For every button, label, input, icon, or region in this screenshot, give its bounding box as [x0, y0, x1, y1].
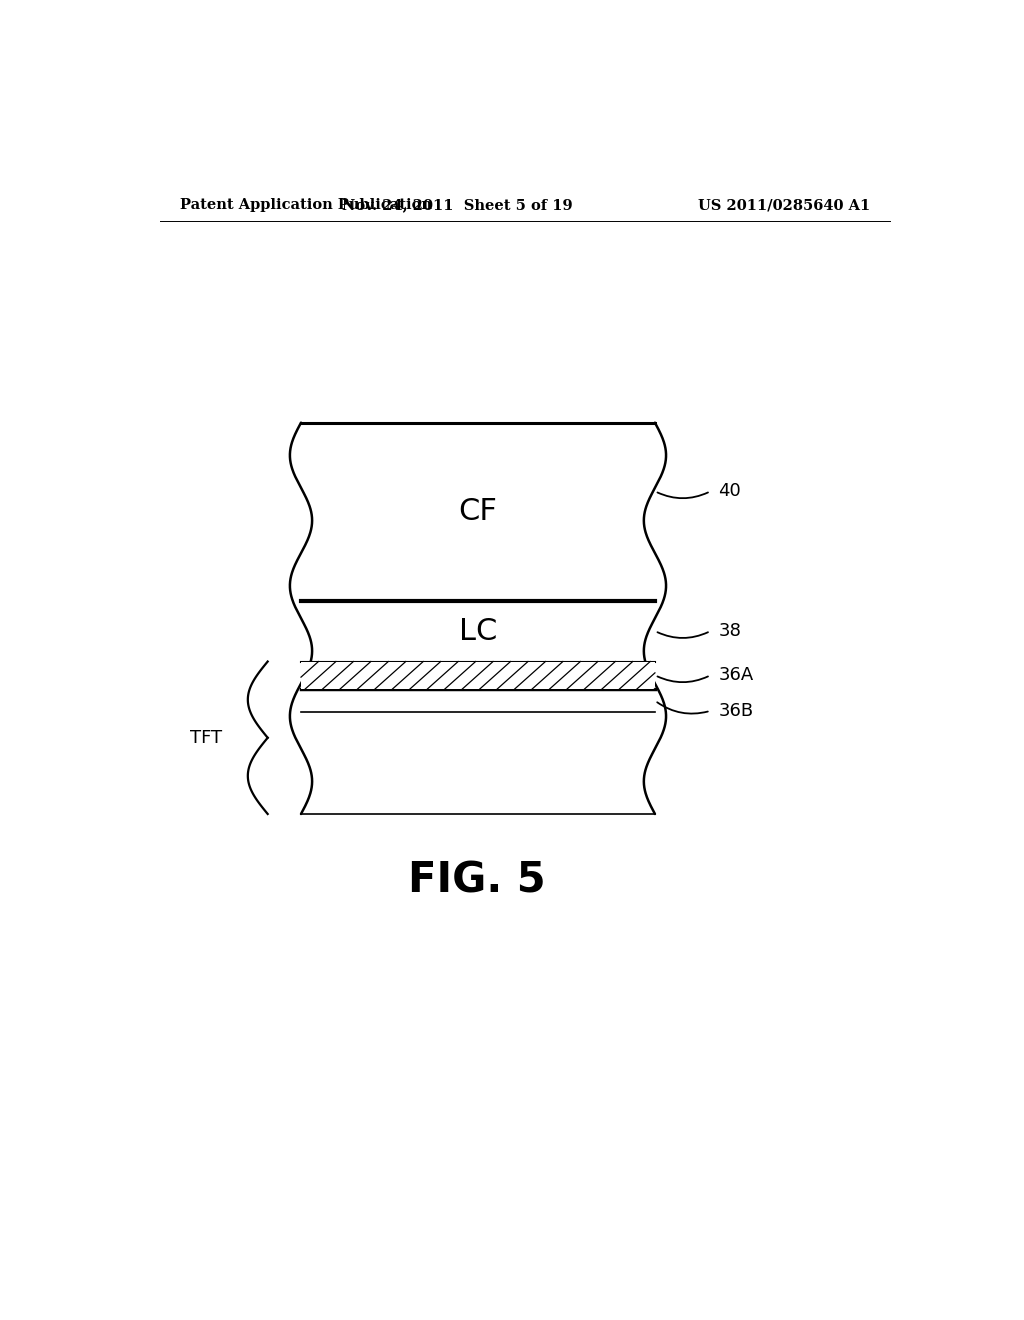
Text: TFT: TFT	[189, 729, 221, 747]
Text: 36B: 36B	[719, 702, 754, 719]
Text: Nov. 24, 2011  Sheet 5 of 19: Nov. 24, 2011 Sheet 5 of 19	[342, 198, 572, 213]
Bar	[301, 661, 655, 689]
Text: LC: LC	[459, 616, 498, 645]
Text: 38: 38	[719, 622, 741, 640]
Text: CF: CF	[459, 498, 498, 527]
Text: 36A: 36A	[719, 667, 754, 684]
Text: 40: 40	[719, 482, 741, 500]
Text: FIG. 5: FIG. 5	[409, 859, 546, 902]
Text: US 2011/0285640 A1: US 2011/0285640 A1	[697, 198, 870, 213]
Text: Patent Application Publication: Patent Application Publication	[179, 198, 431, 213]
